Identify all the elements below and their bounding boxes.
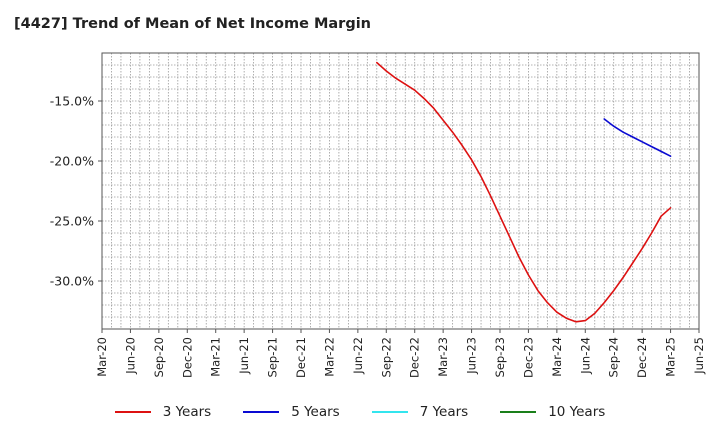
legend-item-7-years: 7 Years: [371, 404, 469, 420]
x-tick-label: Jun-21: [237, 337, 251, 375]
x-tick-label: Jun-25: [692, 337, 706, 375]
x-tick-label: Mar-23: [436, 337, 450, 377]
y-tick-label: -15.0%: [50, 94, 94, 109]
grid: [102, 53, 699, 329]
legend-item-5-years: 5 Years: [243, 404, 340, 420]
x-tick-label: Mar-25: [664, 337, 678, 377]
x-tick-label: Sep-22: [379, 337, 393, 377]
x-tick-label: Sep-24: [607, 337, 621, 377]
legend-swatch-10-years: [500, 411, 537, 413]
y-tick-label: -25.0%: [50, 214, 94, 229]
legend-swatch-5-years: [243, 411, 280, 413]
x-tick-label: Mar-22: [322, 337, 336, 377]
y-tick-label: -30.0%: [50, 274, 94, 289]
legend-label-10-years: 10 Years: [548, 404, 606, 420]
series-line-5-years: [603, 118, 672, 157]
legend-label-3-years: 3 Years: [162, 404, 212, 420]
x-tick-label: Jun-22: [351, 337, 365, 375]
legend-swatch-3-years: [114, 411, 151, 413]
series-line-3-years: [376, 61, 672, 323]
legend-item-3-years: 3 Years: [114, 404, 212, 420]
y-tick-label: -20.0%: [50, 154, 94, 169]
legend-item-10-years: 10 Years: [500, 404, 605, 420]
line-chart: -15.0% -20.0% -25.0% -30.0% Mar-20 Jun-20 Sep…: [50, 52, 706, 378]
x-tick-label: Sep-20: [152, 337, 166, 377]
x-tick-label: Dec-22: [408, 337, 422, 378]
x-tick-label: Mar-20: [95, 337, 109, 377]
plot-area-border: [101, 52, 700, 330]
x-tick-label: Dec-23: [521, 337, 535, 378]
chart-title: [4427] Trend of Mean of Net Income Margi…: [14, 16, 371, 32]
legend-label-7-years: 7 Years: [419, 404, 469, 420]
legend-label-5-years: 5 Years: [291, 404, 340, 420]
x-tick-label: Sep-21: [266, 337, 280, 377]
x-tick-label: Dec-21: [294, 337, 308, 378]
x-tick-label: Jun-23: [465, 337, 479, 375]
x-axis: Mar-20 Jun-20 Sep-20 Dec-20 Mar-21 Jun-21 Sep-…: [95, 329, 706, 378]
x-tick-label: Dec-20: [180, 337, 194, 378]
x-tick-label: Jun-24: [578, 337, 592, 375]
series-lines: [376, 61, 672, 323]
x-tick-label: Mar-24: [550, 337, 564, 377]
legend: 3 Years 5 Years 7 Years 10 Years: [0, 404, 720, 420]
legend-swatch-7-years: [371, 411, 408, 413]
x-tick-label: Mar-21: [209, 337, 223, 377]
x-tick-label: Sep-23: [493, 337, 507, 377]
x-tick-label: Dec-24: [635, 337, 649, 378]
x-tick-label: Jun-20: [123, 337, 137, 375]
y-axis: -15.0% -20.0% -25.0% -30.0%: [50, 94, 102, 289]
